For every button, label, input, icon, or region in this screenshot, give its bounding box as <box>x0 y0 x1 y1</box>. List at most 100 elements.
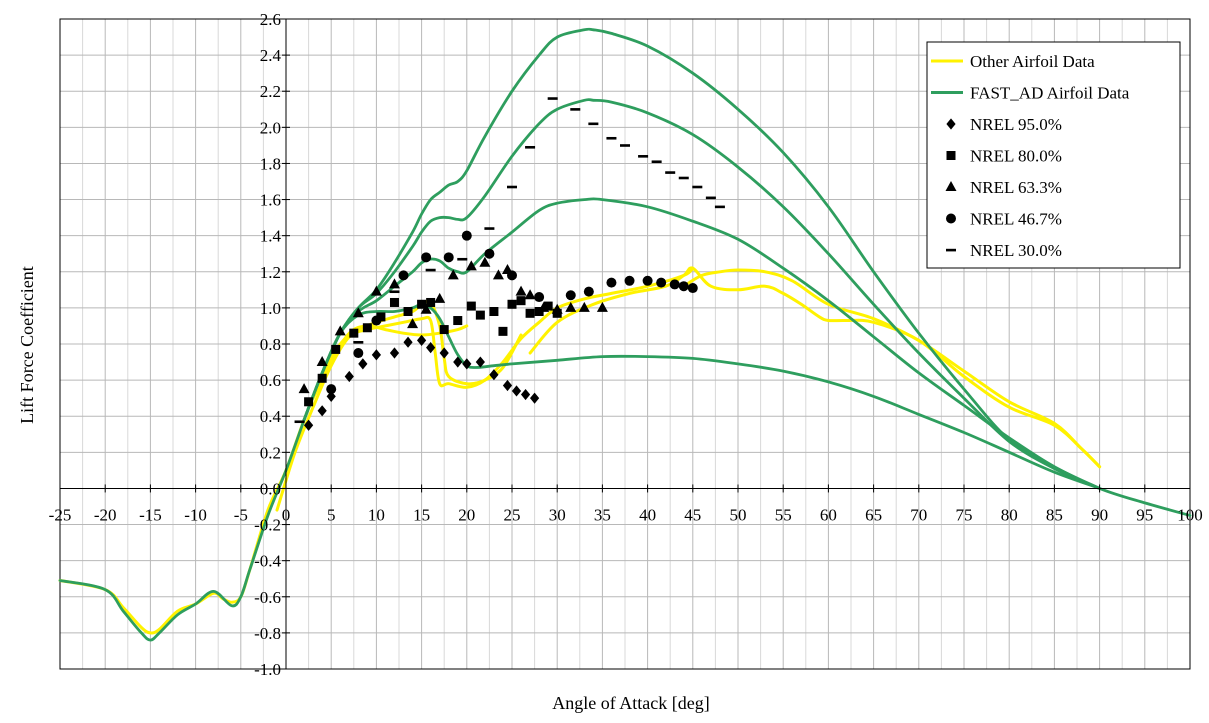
nrel-63-3-point <box>565 301 577 312</box>
nrel-80-0-point <box>507 299 517 309</box>
nrel-63-3-point <box>538 301 550 312</box>
nrel-80-0-point <box>304 397 314 407</box>
x-tick-label: 90 <box>1091 505 1108 524</box>
axes: -25 -20 -15 -10 -5 0 5 10 15 20 25 30 35 40 45 50 55 60 65… <box>49 10 1203 679</box>
x-axis-title: Angle of Attack [deg] <box>552 693 709 713</box>
x-tick-label: 10 <box>368 505 385 524</box>
x-tick-label: -15 <box>139 505 162 524</box>
nrel-95-0-point <box>371 349 381 361</box>
y-tick-label: 1.2 <box>260 263 281 282</box>
x-tick-label: -5 <box>234 505 248 524</box>
legend-marker-nrel-95-0 <box>946 118 956 130</box>
nrel-30-0-point <box>606 136 617 140</box>
nrel-80-0-point <box>349 328 359 338</box>
nrel-95-0-point <box>344 370 354 383</box>
x-tick-label: 65 <box>865 505 882 524</box>
nrel-30-0-point <box>692 185 703 189</box>
x-tick-label: 80 <box>1001 505 1018 524</box>
nrel-46-7-point <box>583 286 594 297</box>
nrel-30-0-point <box>425 268 436 272</box>
nrel-46-7-point <box>443 252 454 263</box>
nrel-30-0-point <box>705 196 716 200</box>
nrel-95-0-point <box>317 405 327 417</box>
nrel-63-3-point <box>298 383 310 394</box>
nrel-95-0-point <box>502 379 513 392</box>
nrel-95-0-point <box>489 369 499 381</box>
y-tick-label: 2.6 <box>260 10 281 29</box>
legend-label-fast-ad-airfoil-data: FAST_AD Airfoil Data <box>970 84 1130 103</box>
y-tick-label: 0.2 <box>260 443 281 462</box>
nrel-63-3-point <box>420 303 432 314</box>
fast-ad-curve-2 <box>302 98 1101 490</box>
nrel-46-7-point <box>606 277 617 288</box>
nrel-46-7-point <box>484 248 495 259</box>
nrel-30-0-point <box>651 160 662 164</box>
y-tick-label: 2.2 <box>260 82 281 101</box>
nrel-30-0-point <box>588 122 599 126</box>
nrel-30-0-point <box>714 205 725 209</box>
nrel-46-7-point <box>371 315 382 326</box>
nrel-80-0-point <box>498 326 508 336</box>
legend-label-nrel-30-0: NREL 30.0% <box>970 241 1062 260</box>
nrel-63-3-point <box>465 260 477 271</box>
legend-label-nrel-95-0: NREL 95.0% <box>970 115 1062 134</box>
x-tick-label: 45 <box>684 505 701 524</box>
x-tick-label: 35 <box>594 505 611 524</box>
legend-marker-nrel-80-0 <box>946 151 956 160</box>
nrel-63-3-point <box>479 256 491 267</box>
nrel-63-3-point <box>316 356 328 367</box>
nrel-80-0-point <box>389 297 399 307</box>
nrel-46-7-point <box>656 277 667 288</box>
nrel-30-0-point <box>547 97 558 100</box>
x-tick-label: 0 <box>282 505 291 524</box>
nrel-63-3-point <box>407 318 419 329</box>
nrel-63-3-point <box>492 269 504 280</box>
nrel-63-3-point <box>596 301 608 312</box>
nrel-46-7-point <box>421 252 432 263</box>
nrel-80-0-point <box>331 344 341 354</box>
x-tick-label: 40 <box>639 505 656 524</box>
nrel-46-7-point <box>326 384 337 395</box>
nrel-63-3-point <box>524 289 536 300</box>
nrel-63-3-point <box>352 307 364 318</box>
nrel-63-3-point <box>370 285 382 296</box>
x-tick-label: 60 <box>820 505 837 524</box>
nrel-95-0-point <box>403 336 413 348</box>
plot-area-frame <box>59 18 1191 670</box>
nrel-46-7-point <box>642 275 653 286</box>
x-tick-label: 55 <box>775 505 792 524</box>
x-tick-label: 70 <box>910 505 927 524</box>
legend-marker-nrel-63-3 <box>945 181 957 191</box>
nrel-30-0-point <box>507 185 517 189</box>
x-tick-label: 50 <box>730 505 747 524</box>
nrel-80-0-point <box>489 307 499 316</box>
nrel-80-0-point <box>516 296 526 306</box>
nrel-46-7-point <box>687 283 698 294</box>
y-tick-label: 0.6 <box>260 371 281 390</box>
nrel-46-7-point <box>624 275 635 286</box>
nrel-63-3-point <box>388 278 400 289</box>
nrel-80-0-point <box>453 316 463 326</box>
nrel-80-0-point <box>376 312 386 322</box>
x-tick-label: 75 <box>956 505 973 524</box>
nrel-63-3-point <box>515 285 527 296</box>
legend-marker-nrel-30-0 <box>946 248 956 252</box>
nrel-95-0-point <box>417 334 427 346</box>
nrel-30-0-point <box>353 340 364 344</box>
nrel-46-7-point <box>678 281 689 292</box>
nrel-63-3-point <box>447 269 459 280</box>
x-tick-label: 100 <box>1177 505 1203 524</box>
nrel-80-0-point <box>362 323 372 333</box>
legend-label-nrel-80-0: NREL 80.0% <box>970 147 1062 166</box>
nrel-95-0-point <box>439 347 449 359</box>
nrel-95-0-point <box>358 358 368 370</box>
nrel-30-0-point <box>389 290 400 294</box>
nrel-80-0-point <box>417 299 427 309</box>
x-tick-label: 5 <box>327 505 336 524</box>
nrel-46-7-point <box>534 292 545 303</box>
nrel-95-0-point <box>426 342 436 354</box>
y-tick-label: 2.4 <box>260 46 282 65</box>
nrel-63-3-point <box>551 303 563 314</box>
y-tick-label: -0.4 <box>254 552 281 571</box>
nrel-95-0-point <box>304 419 314 431</box>
